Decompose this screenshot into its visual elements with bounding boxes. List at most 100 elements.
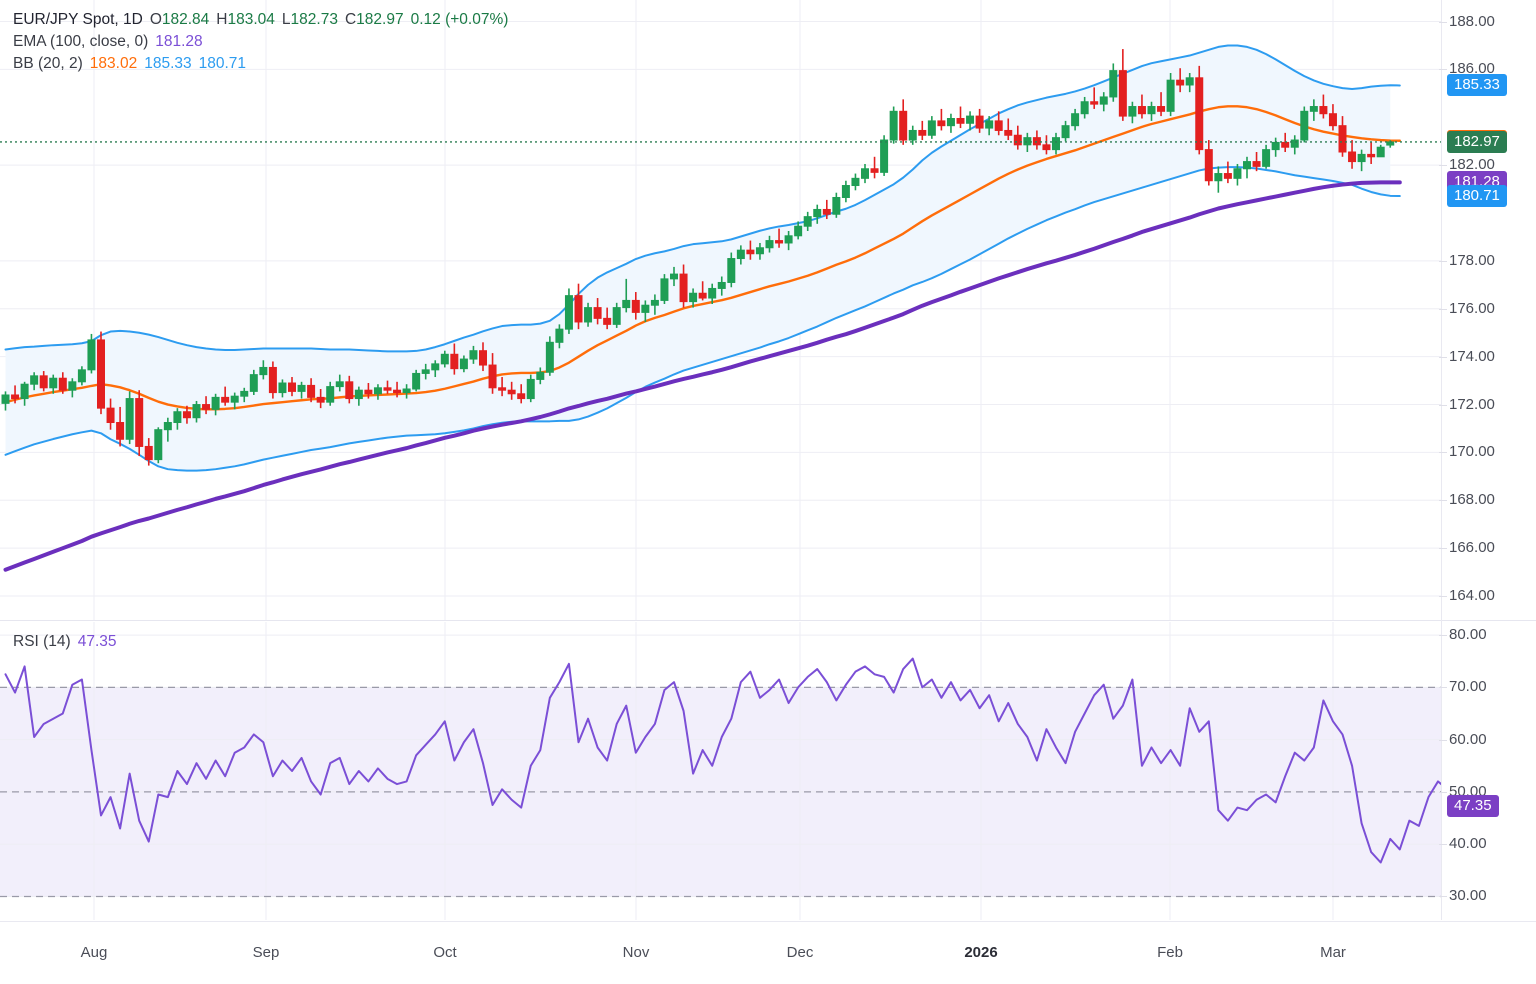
time-tick-label[interactable]: 2026: [964, 944, 998, 961]
candle-body: [822, 208, 831, 215]
rsi-chart-pane[interactable]: RSI (14) 47.35: [0, 622, 1441, 920]
rsi-value-badge[interactable]: 47.35: [1447, 794, 1499, 817]
candle-body: [660, 278, 669, 301]
candle-body: [593, 307, 602, 319]
candlestick-series: [1, 49, 1395, 466]
candle-body: [1338, 125, 1347, 153]
candle-body: [1243, 161, 1251, 170]
price-tick-label: 186.00: [1439, 60, 1495, 77]
candle-body: [1223, 173, 1232, 179]
candle-body: [1367, 153, 1376, 158]
candle-body: [1013, 134, 1022, 146]
candle-body: [1348, 151, 1357, 163]
candle-body: [889, 110, 898, 141]
rsi-scale[interactable]: 80.00 70.00 60.00 50.00 40.00 30.00 47.35: [1439, 622, 1536, 920]
candle-body: [345, 381, 354, 400]
candle-body: [1128, 106, 1137, 117]
candle-body: [383, 387, 392, 391]
candle-body: [946, 117, 955, 127]
rsi-tick-label: 80.00: [1439, 626, 1487, 643]
candle-body: [116, 422, 125, 440]
rsi-tick-mark: [1439, 687, 1447, 689]
candle-body: [154, 429, 163, 461]
candle-body: [393, 389, 402, 394]
candle-body: [354, 389, 363, 400]
candle-body: [1080, 101, 1089, 115]
candle-body: [1004, 129, 1013, 136]
rsi-tick-mark: [1439, 739, 1447, 741]
candle-body: [1090, 101, 1099, 105]
candle-body: [488, 364, 497, 389]
candle-body: [956, 117, 965, 124]
candle-body: [832, 196, 841, 215]
candle-body: [182, 411, 191, 419]
candle-body: [11, 394, 20, 400]
candle-body: [564, 295, 573, 330]
candle-body: [880, 139, 889, 173]
last-price-badge[interactable]: 182.97: [1447, 130, 1507, 153]
candle-body: [1176, 79, 1185, 86]
time-tick-label[interactable]: Sep: [252, 944, 280, 961]
candle-body: [58, 377, 67, 391]
price-tick-label: 168.00: [1439, 491, 1495, 508]
rsi-tick-label: 40.00: [1439, 835, 1487, 852]
candle-body: [708, 287, 717, 299]
candle-body: [803, 216, 812, 227]
candle-body: [631, 299, 640, 313]
time-tick-label[interactable]: Feb: [1157, 944, 1183, 961]
price-scale[interactable]: 188.00 186.00 182.00 178.00 176.00 174.00 172.…: [1439, 0, 1536, 620]
candle-body: [670, 273, 678, 280]
candle-body: [1185, 77, 1194, 86]
time-scale[interactable]: Aug Sep Oct Nov Dec 2026 Feb Mar: [0, 922, 1536, 984]
candle-body: [163, 422, 172, 431]
candle-body: [689, 292, 698, 303]
candle-body: [1319, 106, 1328, 115]
price-chart-svg[interactable]: [0, 0, 1441, 620]
candle-body: [326, 386, 335, 403]
time-tick-label[interactable]: Nov: [622, 944, 650, 961]
price-chart-pane[interactable]: [0, 0, 1441, 620]
candle-body: [335, 381, 344, 388]
candle-body: [288, 382, 296, 392]
candle-body: [469, 350, 478, 360]
time-tick-label[interactable]: Oct: [433, 944, 457, 961]
price-tick-label: 178.00: [1439, 252, 1495, 269]
candle-body: [49, 377, 58, 389]
bb-upper-badge[interactable]: 185.33: [1447, 74, 1507, 97]
price-tick-mark: [1439, 165, 1447, 167]
price-tick-mark: [1439, 548, 1447, 550]
candle-body: [775, 240, 784, 244]
candle-body: [908, 129, 917, 141]
time-tick-label[interactable]: Aug: [80, 944, 108, 961]
candle-body: [1357, 153, 1366, 163]
candle-body: [1023, 137, 1032, 146]
time-tick-label[interactable]: Mar: [1320, 944, 1346, 961]
candle-body: [841, 185, 850, 198]
candle-body: [927, 120, 936, 136]
candle-body: [1109, 70, 1118, 98]
candle-body: [1376, 146, 1385, 158]
candle-body: [173, 411, 182, 424]
candle-body: [68, 381, 77, 391]
candle-body: [507, 389, 516, 395]
candle-body: [1118, 70, 1127, 117]
candle-body: [813, 208, 822, 218]
candle-body: [268, 366, 277, 394]
candle-body: [450, 353, 459, 370]
candle-body: [1252, 161, 1261, 167]
candle-body: [966, 115, 975, 124]
price-tick-mark: [1439, 356, 1447, 358]
rsi-chart-svg[interactable]: [0, 622, 1441, 920]
candle-body: [584, 307, 593, 323]
candle-body: [87, 339, 96, 371]
price-tick-mark: [1439, 308, 1447, 310]
bb-lower-badge[interactable]: 180.71: [1447, 185, 1507, 208]
candle-body: [307, 384, 316, 398]
candle-body: [641, 304, 650, 313]
price-axis-divider: [1441, 0, 1442, 920]
time-tick-label[interactable]: Dec: [786, 944, 814, 961]
candle-body: [851, 177, 860, 187]
candle-body: [77, 369, 86, 383]
candle-body: [440, 353, 449, 365]
price-tick-label: 172.00: [1439, 396, 1495, 413]
